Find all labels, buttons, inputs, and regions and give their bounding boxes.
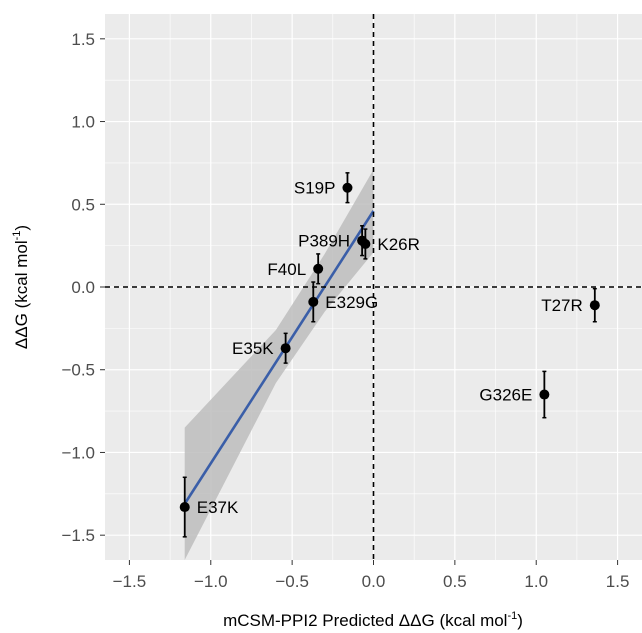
point-label: P389H — [298, 232, 350, 251]
data-point — [308, 296, 319, 307]
regression-line — [183, 210, 375, 505]
reference-lines — [105, 14, 642, 560]
data-point — [360, 238, 371, 249]
data-point — [342, 182, 353, 193]
y-tick-label: 0.5 — [71, 195, 95, 214]
y-tick-label: 1.0 — [71, 113, 95, 132]
x-tick-label: −1.5 — [113, 572, 147, 591]
x-tick-label: 0.5 — [443, 572, 467, 591]
y-tick-label: −1.0 — [61, 443, 95, 462]
data-point — [179, 502, 190, 513]
y-tick-label: 1.5 — [71, 30, 95, 49]
point-label: E329G — [325, 293, 378, 312]
point-label: K26R — [377, 235, 420, 254]
point-label: F40L — [267, 260, 306, 279]
x-tick-label: 1.5 — [606, 572, 630, 591]
y-tick-label: 0.0 — [71, 278, 95, 297]
point-label: E37K — [197, 498, 239, 517]
y-tick-label: −1.5 — [61, 526, 95, 545]
point-label: E35K — [232, 339, 274, 358]
data-point — [313, 263, 324, 274]
y-tick-label: −0.5 — [61, 361, 95, 380]
fit-line-layer — [183, 210, 375, 505]
data-points — [179, 182, 600, 513]
x-tick-label: −1.0 — [194, 572, 228, 591]
y-axis-title: ΔΔG (kcal mol-1) — [11, 225, 31, 349]
x-axis-title: mCSM-PPI2 Predicted ΔΔG (kcal mol-1) — [223, 610, 523, 630]
x-tick-label: 1.0 — [524, 572, 548, 591]
point-labels: S19P P389H K26R F40L E329G E35K E37K T27R G326E — [197, 179, 583, 517]
data-point — [589, 300, 600, 311]
confidence-band — [184, 169, 374, 560]
point-label: S19P — [294, 179, 336, 198]
x-tick-label: −0.5 — [275, 572, 309, 591]
y-axis-ticks: 1.5 1.0 0.5 0.0 −0.5 −1.0 −1.5 — [61, 30, 105, 545]
x-axis-ticks: −1.5 −1.0 −0.5 0.0 0.5 1.0 1.5 — [113, 560, 630, 591]
x-tick-label: 0.0 — [362, 572, 386, 591]
data-point — [539, 389, 550, 400]
point-label: T27R — [541, 296, 583, 315]
confidence-band-layer — [184, 169, 374, 560]
data-point — [280, 343, 291, 354]
point-label: G326E — [479, 386, 532, 405]
